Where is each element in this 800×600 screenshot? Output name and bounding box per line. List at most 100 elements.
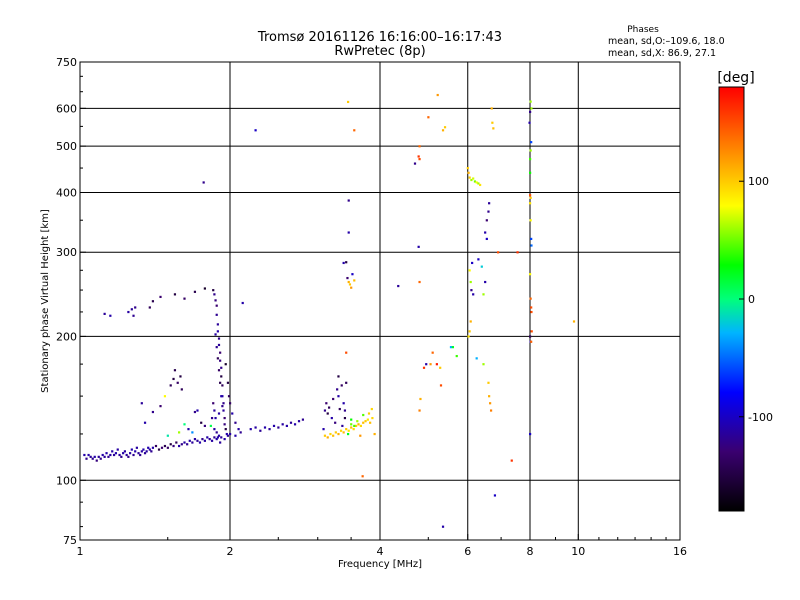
- data-point: [530, 244, 533, 247]
- data-point: [143, 421, 147, 424]
- data-point: [143, 452, 147, 455]
- data-point: [208, 437, 211, 441]
- data-point: [370, 407, 373, 411]
- data-point: [468, 176, 471, 179]
- data-point: [130, 308, 133, 311]
- data-point: [219, 441, 222, 444]
- data-point: [220, 366, 223, 369]
- data-point: [472, 177, 475, 180]
- data-point: [475, 181, 478, 184]
- data-point: [449, 346, 453, 349]
- data-point: [183, 297, 186, 300]
- data-point: [345, 261, 348, 264]
- data-point: [229, 402, 232, 405]
- chart-title: Tromsø 20161126 16:16:00–16:17:43: [257, 30, 502, 45]
- data-point: [417, 245, 420, 248]
- data-point: [179, 375, 182, 378]
- data-point: [443, 126, 447, 129]
- data-point: [137, 452, 140, 455]
- data-point: [97, 455, 100, 458]
- data-point: [425, 363, 428, 366]
- data-point: [159, 405, 162, 408]
- data-point: [151, 300, 155, 303]
- grid-lines: [80, 62, 680, 540]
- data-point: [431, 351, 434, 354]
- data-point: [342, 402, 345, 405]
- data-point: [93, 455, 96, 458]
- data-point: [343, 416, 347, 420]
- data-point: [480, 265, 483, 268]
- data-point: [159, 295, 162, 299]
- data-point: [109, 453, 112, 457]
- data-point: [418, 409, 421, 412]
- y-tick-label: 400: [56, 186, 77, 199]
- data-point: [234, 434, 237, 437]
- data-point: [183, 423, 186, 426]
- data-point: [209, 424, 212, 428]
- data-point: [127, 310, 130, 314]
- data-point: [177, 431, 181, 434]
- data-point: [488, 395, 491, 398]
- x-tick-label: 10: [571, 545, 585, 558]
- data-point: [148, 306, 151, 309]
- data-point: [157, 448, 161, 451]
- data-point: [418, 145, 421, 148]
- data-point: [112, 453, 116, 457]
- data-point: [427, 116, 430, 119]
- data-point: [572, 320, 576, 323]
- colorbar-ticks: 100 0 -100: [739, 175, 773, 424]
- data-point: [350, 286, 353, 289]
- data-point: [530, 330, 533, 333]
- data-point: [350, 426, 353, 429]
- data-point: [227, 395, 231, 398]
- data-point: [176, 381, 179, 384]
- data-point: [259, 429, 262, 432]
- data-point: [180, 443, 183, 446]
- data-point: [484, 231, 487, 234]
- x-tick-label: 4: [377, 545, 384, 558]
- data-point: [470, 289, 473, 292]
- data-point: [529, 100, 532, 103]
- data-point: [160, 446, 164, 449]
- data-point: [346, 432, 350, 436]
- data-point: [493, 494, 497, 497]
- data-points: [83, 93, 576, 528]
- data-point: [196, 409, 199, 412]
- data-point: [337, 432, 340, 436]
- data-point: [154, 444, 158, 448]
- data-point: [285, 424, 288, 428]
- data-point: [473, 180, 477, 183]
- data-point: [323, 434, 327, 437]
- x-tick-label: 6: [464, 545, 471, 558]
- data-point: [451, 346, 455, 349]
- data-point: [231, 412, 234, 415]
- data-point: [334, 421, 337, 424]
- data-point: [529, 273, 532, 276]
- data-point: [466, 167, 469, 170]
- data-point: [114, 452, 118, 455]
- data-point: [249, 428, 252, 431]
- data-point: [347, 280, 350, 284]
- data-point: [120, 455, 123, 458]
- data-point: [210, 439, 214, 442]
- y-tick-label: 300: [56, 246, 77, 259]
- data-point: [334, 431, 337, 434]
- data-point: [151, 410, 155, 414]
- data-point: [529, 335, 532, 338]
- y-tick-label: 200: [56, 330, 77, 343]
- data-point: [487, 381, 490, 384]
- data-point: [419, 397, 422, 401]
- data-point: [350, 423, 353, 426]
- data-point: [203, 287, 206, 290]
- data-point: [221, 384, 224, 387]
- data-point: [529, 194, 532, 197]
- colorbar-tick-label: -100: [748, 411, 773, 424]
- data-point: [173, 293, 177, 296]
- data-point: [188, 439, 191, 442]
- data-point: [132, 314, 135, 317]
- data-point: [203, 439, 206, 442]
- data-point: [220, 436, 223, 439]
- data-point: [139, 453, 142, 457]
- data-point: [439, 384, 443, 387]
- data-point: [241, 301, 244, 305]
